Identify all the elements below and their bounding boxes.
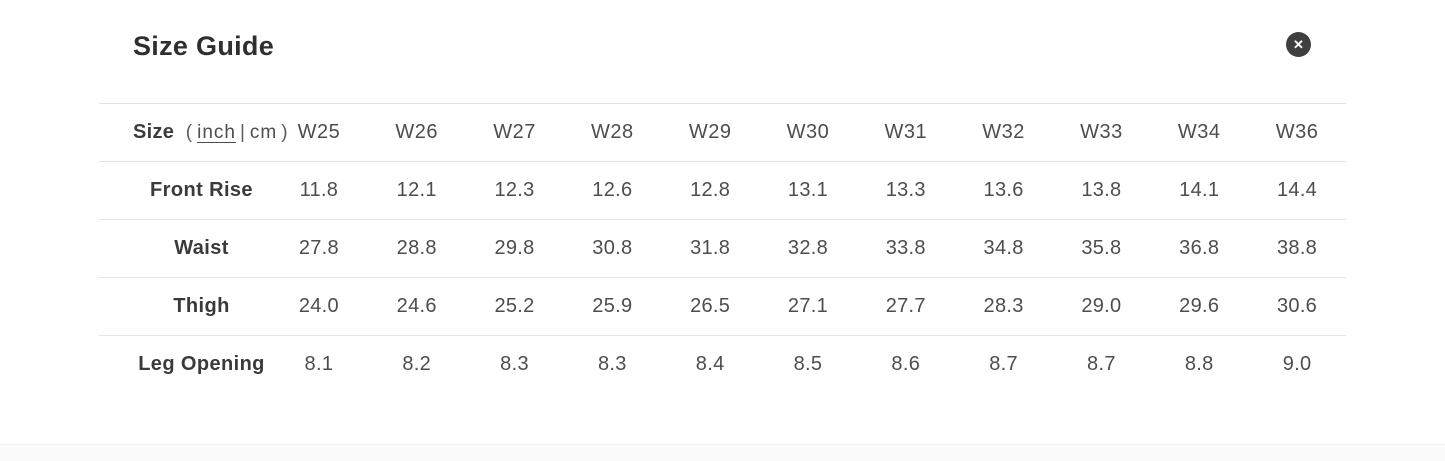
cell-value: 27.8 (298, 237, 339, 259)
cell-value: 25.2 (494, 295, 535, 317)
unit-toggle-group: (inch | cm) (186, 122, 289, 143)
cell-value: 8.3 (500, 353, 529, 376)
size-label: Size (133, 121, 175, 143)
column-header-w30: W30 (786, 121, 830, 143)
cell-value: 13.1 (787, 179, 829, 201)
cell-value: 28.3 (983, 295, 1024, 317)
column-header-w25: W25 (297, 121, 341, 143)
table-row: Front Rise 11.8 12.1 12.3 12.6 12.8 13.1 13.3 13… (99, 162, 1346, 220)
cell-value: 36.8 (1179, 237, 1220, 259)
modal-bottom-edge (0, 444, 1445, 461)
cell-value: 12.6 (592, 179, 633, 201)
column-header-w36: W36 (1275, 121, 1319, 143)
size-table-body: Front Rise 11.8 12.1 12.3 12.6 12.8 13.1 13.3 13… (99, 162, 1346, 394)
cell-value: 26.5 (690, 295, 731, 317)
unit-open-paren: ( (185, 122, 194, 143)
table-row: Waist 27.8 28.8 29.8 30.8 31.8 32.8 33.8 34.8 35.… (99, 220, 1346, 278)
cell-value: 29.8 (494, 237, 535, 259)
cell-value: 8.7 (1087, 353, 1116, 376)
cell-value: 11.8 (299, 179, 339, 201)
cell-value: 29.0 (1081, 295, 1122, 317)
column-header-w28: W28 (591, 121, 634, 143)
row-label: Thigh (173, 295, 230, 317)
cell-value: 12.8 (690, 179, 731, 201)
table-row: Leg Opening 8.1 8.2 8.3 8.3 8.4 8.5 8.6 8.7 8.7 8.… (99, 336, 1346, 394)
column-header-w27: W27 (493, 121, 536, 143)
modal-header: Size Guide ✕ (0, 0, 1445, 90)
column-header-w29: W29 (688, 121, 732, 143)
row-label: Leg Opening (138, 353, 265, 376)
cell-value: 27.1 (787, 295, 829, 317)
unit-cm-toggle[interactable]: cm (249, 122, 278, 143)
cell-value: 24.0 (298, 295, 339, 317)
cell-value: 33.8 (885, 237, 926, 259)
cell-value: 8.6 (891, 353, 921, 376)
cell-value: 8.5 (793, 353, 823, 376)
cell-value: 9.0 (1282, 353, 1312, 376)
cell-value: 13.6 (983, 179, 1024, 201)
cell-value: 32.8 (787, 237, 829, 259)
cell-value: 24.6 (396, 295, 437, 317)
cell-value: 13.8 (1081, 179, 1122, 201)
cell-value: 12.1 (396, 179, 437, 201)
cell-value: 14.4 (1276, 179, 1318, 201)
cell-value: 8.7 (989, 353, 1018, 376)
cell-value: 14.1 (1179, 179, 1220, 201)
cell-value: 29.6 (1179, 295, 1220, 317)
close-icon: ✕ (1293, 37, 1304, 52)
unit-close-paren: ) (281, 122, 289, 143)
size-header-cell: Size (inch | cm) (99, 104, 288, 162)
column-header-w34: W34 (1177, 121, 1221, 143)
cell-value: 13.3 (885, 179, 926, 201)
cell-value: 27.7 (885, 295, 926, 317)
cell-value: 8.4 (695, 353, 725, 376)
column-header-w33: W33 (1080, 121, 1123, 143)
table-header-row: Size (inch | cm) W25 W26 W27 W28 W29 W30 W31 W32 W… (99, 103, 1346, 162)
column-header-w26: W26 (395, 121, 439, 143)
page-title: Size Guide (133, 31, 275, 61)
cell-value: 8.2 (402, 353, 432, 376)
cell-value: 38.8 (1276, 237, 1318, 259)
size-table: Size (inch | cm) W25 W26 W27 W28 W29 W30 W31 W32 W… (99, 103, 1346, 394)
cell-value: 8.8 (1184, 353, 1214, 376)
cell-value: 12.3 (494, 179, 535, 201)
cell-value: 34.8 (983, 237, 1024, 259)
unit-inch-toggle[interactable]: inch (197, 122, 236, 143)
row-label: Waist (174, 237, 229, 259)
cell-value: 35.8 (1081, 237, 1122, 259)
cell-value: 8.1 (304, 353, 334, 376)
cell-value: 25.9 (592, 295, 633, 317)
column-header-w32: W32 (982, 121, 1025, 143)
row-label: Front Rise (150, 179, 253, 201)
close-button[interactable]: ✕ (1286, 32, 1311, 57)
cell-value: 30.6 (1276, 295, 1318, 317)
cell-value: 30.8 (592, 237, 633, 259)
cell-value: 28.8 (396, 237, 437, 259)
column-header-w31: W31 (884, 121, 928, 143)
table-row: Thigh 24.0 24.6 25.2 25.9 26.5 27.1 27.7 28.3 29.… (99, 278, 1346, 336)
cell-value: 8.3 (597, 353, 627, 376)
unit-divider: | (239, 122, 246, 143)
cell-value: 31.8 (690, 237, 731, 259)
